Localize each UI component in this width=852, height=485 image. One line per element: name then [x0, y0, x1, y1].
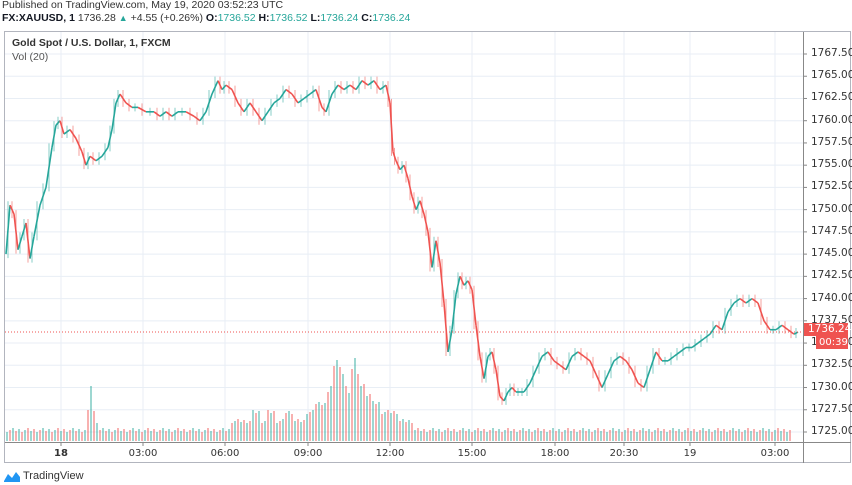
close-value: 1736.24: [372, 12, 411, 24]
last-price: 1736.28: [77, 12, 116, 24]
price-axis-label: 1755.00: [811, 158, 852, 171]
legend-title: Gold Spot / U.S. Dollar, 1, FXCM: [12, 37, 171, 49]
bar-countdown-tag: 00:39: [816, 336, 848, 349]
time-axis-label: 20:30: [609, 448, 639, 459]
chart-legend: Gold Spot / U.S. Dollar, 1, FXCM Vol (20…: [12, 36, 171, 64]
price-axis-label: 1732.50: [811, 358, 852, 371]
time-axis-label: 19: [683, 448, 697, 459]
tradingview-logo-icon: [4, 471, 20, 482]
triangle-up-icon: ▲: [118, 13, 128, 23]
time-axis-label: 18:00: [540, 448, 570, 459]
price-axis-label: 1752.50: [811, 180, 852, 193]
time-axis-label: 03:00: [128, 448, 158, 459]
chart-frame: [4, 31, 851, 463]
price-axis-label: 1725.00: [811, 425, 852, 437]
price-axis-label: 1762.50: [811, 91, 852, 104]
price-axis-label: 1730.00: [811, 380, 852, 393]
low-value: 1736.24: [320, 12, 359, 24]
price-axis-label: 1742.50: [811, 269, 852, 282]
time-axis-label: 06:00: [210, 448, 240, 459]
low-label: L:: [310, 12, 321, 24]
price-axis-label: 1765.00: [811, 69, 852, 82]
symbol-label: FX:XAUUSD, 1: [2, 12, 75, 24]
time-axis-label: 12:00: [375, 448, 405, 459]
legend-study: Vol (20): [12, 51, 49, 63]
price-axis-label: 1750.00: [811, 202, 852, 215]
time-axis-label: 18: [54, 448, 68, 459]
quote-line: FX:XAUUSD, 1 1736.28 ▲ +4.55 (+0.26%) O:…: [2, 12, 410, 24]
high-value: 1736.52: [269, 12, 308, 24]
price-axis-label: 1737.50: [811, 313, 852, 326]
time-axis-label: 09:00: [293, 448, 323, 459]
price-axis-label: 1745.00: [811, 247, 852, 260]
open-value: 1736.52: [217, 12, 256, 24]
published-caption: Published on TradingView.com, May 19, 20…: [2, 0, 284, 11]
brand-label: TradingView: [23, 470, 84, 482]
price-axis-label: 1757.50: [811, 135, 852, 148]
change-value: +4.55 (+0.26%): [130, 12, 203, 24]
time-axis-label: 15:00: [457, 448, 487, 459]
tradingview-brand[interactable]: TradingView: [4, 470, 84, 482]
price-axis-label: 1760.00: [811, 113, 852, 126]
last-price-tag: 1736.24: [804, 323, 851, 336]
time-axis-label: 03:00: [760, 448, 790, 459]
price-axis-label: 1727.50: [811, 402, 852, 415]
price-axis-label: 1747.50: [811, 224, 852, 237]
price-axis-label: 1767.50: [811, 47, 852, 59]
price-axis-label: 1740.00: [811, 291, 852, 304]
close-label: C:: [361, 12, 373, 24]
high-label: H:: [258, 12, 270, 24]
open-label: O:: [205, 12, 218, 24]
